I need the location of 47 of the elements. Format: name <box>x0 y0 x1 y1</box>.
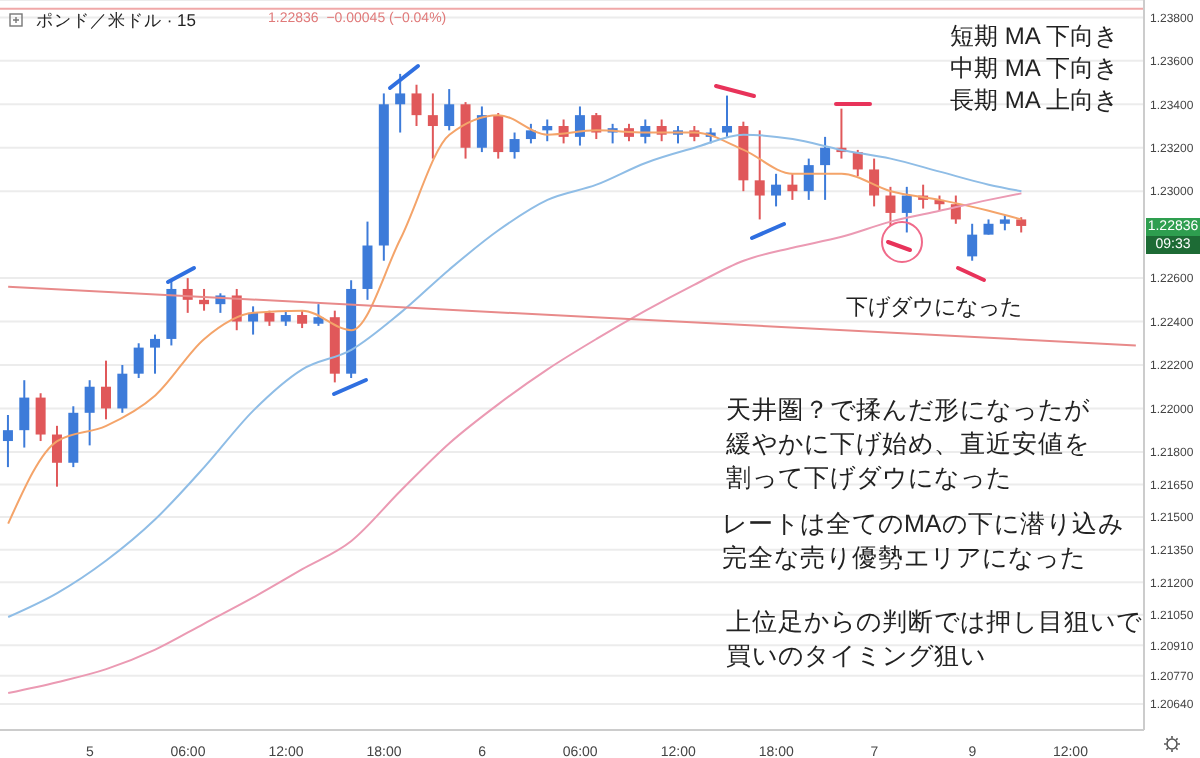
annotation: 短期 MA 下向き <box>950 20 1119 54</box>
candlestick <box>84 379 95 447</box>
candlestick <box>885 185 896 227</box>
candlestick <box>362 220 373 301</box>
candlestick <box>395 72 406 134</box>
annotation: 緩やかに下げ始め、直近安値を <box>726 428 1090 462</box>
annotation: 完全な売り優勢エリアになった <box>722 542 1086 576</box>
annotation: 上位足からの判断では押し目狙いで <box>726 606 1142 640</box>
candlestick <box>771 172 782 208</box>
candlestick <box>525 122 536 145</box>
candlestick <box>722 94 733 138</box>
candlestick <box>427 92 438 160</box>
candlestick <box>117 364 128 414</box>
candlestick <box>411 83 422 128</box>
candlestick <box>591 111 602 141</box>
candlestick <box>150 333 161 375</box>
candlestick <box>820 135 831 201</box>
annotation: 長期 MA 上向き <box>950 84 1119 118</box>
candlestick <box>476 105 487 154</box>
candlestick <box>19 379 30 449</box>
candlestick <box>460 101 471 160</box>
candlestick <box>51 424 62 488</box>
candlestick <box>313 303 324 327</box>
candlestick <box>803 157 814 201</box>
candlestick <box>787 172 798 201</box>
candlestick <box>444 88 455 132</box>
text: ポンド／米ドル · 15 <box>36 10 197 34</box>
candlestick <box>967 222 978 262</box>
annotation: 下げダウになった <box>846 294 1022 322</box>
candlestick <box>754 129 765 221</box>
candlestick <box>248 305 259 336</box>
annotation: 買いのタイミング狙い <box>726 640 986 674</box>
candlestick <box>133 342 144 380</box>
candlestick <box>509 131 520 160</box>
candlestick <box>2 413 13 469</box>
candlestick <box>101 359 111 421</box>
candlestick <box>542 118 553 143</box>
candlestick <box>901 185 912 234</box>
annotation: 割って下げダウになった <box>726 462 1012 496</box>
candlestick <box>199 287 210 312</box>
candlestick <box>574 105 585 147</box>
annotation: 中期 MA 下向き <box>950 52 1119 86</box>
candlestick <box>35 392 46 443</box>
candlestick <box>869 157 880 208</box>
annotation: 天井圏？で揉んだ形になったが <box>726 394 1090 428</box>
annotation: レートは全てのMAの下に潜り込み <box>722 508 1124 542</box>
candlestick <box>493 111 504 160</box>
